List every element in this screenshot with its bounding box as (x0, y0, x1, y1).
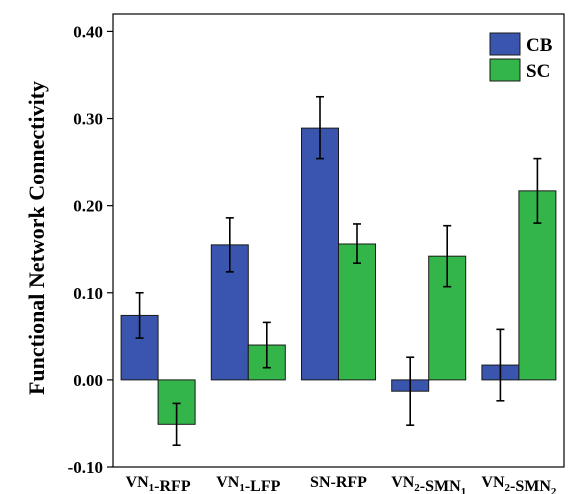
y-tick-label: -0.10 (68, 458, 103, 477)
y-tick-label: 0.30 (73, 110, 103, 129)
bars-layer (120, 127, 557, 425)
error-bar-cb-1 (225, 217, 234, 273)
legend-item-sc: SC (489, 58, 550, 82)
x-tick-label: VN1-RFP (126, 474, 191, 494)
y-tick-label: 0.00 (73, 371, 103, 390)
x-tick-label: VN2-SMN2 (481, 474, 557, 494)
legend-item-cb: CB (489, 32, 553, 56)
error-bars-layer (135, 95, 542, 447)
error-bar-sc-0 (172, 402, 181, 447)
error-bar-cb-4 (496, 328, 505, 402)
legend-label: SC (526, 61, 550, 82)
y-axis-label-group: Functional Network Connectivity (24, 81, 49, 395)
legend-swatch (489, 32, 521, 56)
error-bar-sc-2 (353, 223, 361, 264)
legend-label: CB (526, 35, 553, 56)
x-tick-label: VN2-SMN1 (391, 474, 466, 494)
y-tick-label: 0.10 (73, 284, 103, 303)
error-bar-cb-3 (406, 356, 415, 426)
legend: CB SC (489, 32, 553, 82)
plot-frame (112, 13, 565, 468)
y-axis-label: Functional Network Connectivity (24, 81, 49, 395)
error-bar-cb-0 (135, 291, 144, 339)
error-bar-sc-4 (533, 157, 542, 224)
bar-cb-2 (301, 127, 339, 381)
y-tick-label: 0.20 (73, 197, 103, 216)
legend-swatch (489, 58, 521, 82)
x-ticks-layer: VN1-RFP VN1-LFP SN-RFP VN2-SMN1 VN2-SMN2 (126, 474, 557, 494)
x-tick-label: SN-RFP (310, 474, 367, 491)
x-tick-label: VN1-LFP (216, 474, 280, 494)
error-bar-sc-3 (443, 224, 452, 288)
y-tick-label: 0.40 (73, 22, 103, 41)
bar-sc-2 (338, 243, 376, 381)
axes-layer (112, 13, 565, 468)
error-bar-cb-2 (316, 95, 324, 160)
y-ticks-layer: -0.10 0.00 0.10 0.20 0.30 0.40 (68, 22, 113, 477)
error-bar-sc-1 (262, 321, 271, 369)
